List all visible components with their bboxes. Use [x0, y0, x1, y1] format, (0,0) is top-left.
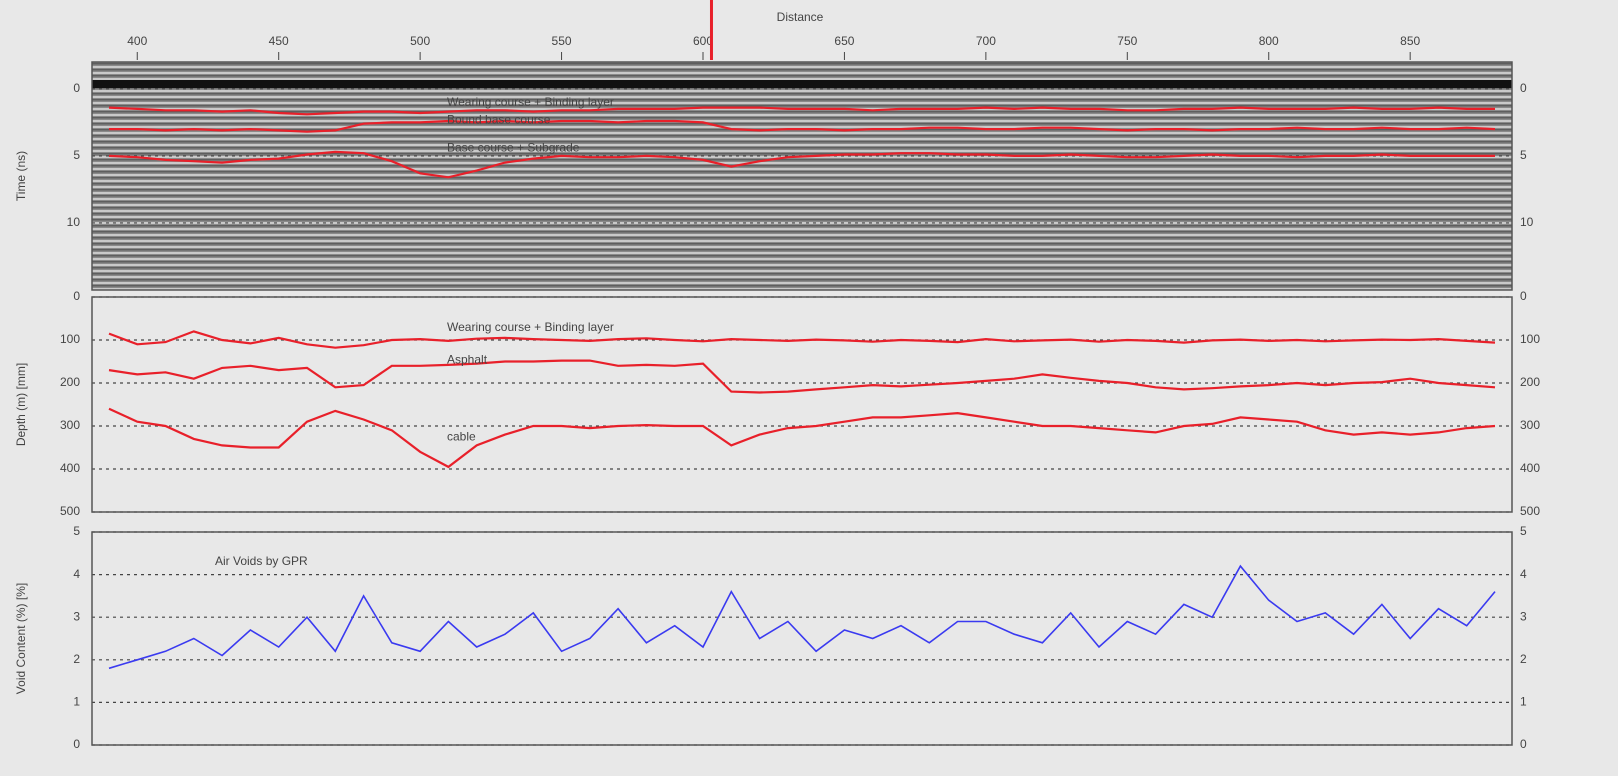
y-tick-label: 400	[60, 461, 80, 475]
y-tick-label-right: 4	[1520, 567, 1527, 581]
x-tick-label: 750	[1117, 34, 1137, 48]
x-tick-label: 800	[1259, 34, 1279, 48]
y-tick-label-right: 100	[1520, 332, 1540, 346]
y-tick-label-right: 1	[1520, 695, 1527, 709]
series-line	[108, 359, 1496, 394]
y-axis-title: Time (ns)	[14, 151, 28, 201]
x-tick-label: 650	[834, 34, 854, 48]
y-tick-label: 300	[60, 418, 80, 432]
y-tick-label: 0	[73, 81, 80, 95]
y-tick-label: 10	[67, 215, 81, 229]
y-tick-label: 5	[73, 148, 80, 162]
y-tick-label-right: 10	[1520, 215, 1534, 229]
y-tick-label-right: 400	[1520, 461, 1540, 475]
y-tick-label: 0	[73, 737, 80, 751]
y-tick-label: 500	[60, 504, 80, 518]
y-axis-title: Void Content (%) [%]	[14, 583, 28, 694]
y-tick-label-right: 2	[1520, 652, 1527, 666]
y-tick-label: 200	[60, 375, 80, 389]
y-tick-label: 4	[73, 567, 80, 581]
panel-frame	[91, 296, 1513, 513]
x-tick-label: 450	[269, 34, 289, 48]
y-tick-label: 3	[73, 609, 80, 623]
y-tick-label: 100	[60, 332, 80, 346]
y-tick-label: 2	[73, 652, 80, 666]
series-line	[108, 564, 1496, 670]
y-tick-label-right: 200	[1520, 375, 1540, 389]
series-line	[109, 119, 1496, 133]
series-label: Wearing course + Binding layer	[447, 95, 614, 109]
x-axis-title: Distance	[777, 10, 824, 24]
series-label: Wearing course + Binding layer	[447, 320, 614, 334]
y-tick-label-right: 3	[1520, 609, 1527, 623]
series-line	[108, 330, 1496, 349]
series-line	[108, 407, 1496, 469]
series-label: Base course + Subgrade	[447, 141, 580, 155]
panel-frame	[91, 531, 1513, 746]
y-tick-label: 0	[73, 289, 80, 303]
y-axis-title: Depth (m) [mm]	[14, 363, 28, 446]
y-tick-label: 1	[73, 695, 80, 709]
y-tick-label-right: 500	[1520, 504, 1540, 518]
x-tick-label: 700	[976, 34, 996, 48]
y-tick-label-right: 0	[1520, 289, 1527, 303]
series-label: cable	[447, 430, 476, 444]
series-line	[108, 150, 1495, 179]
x-tick-label: 850	[1400, 34, 1420, 48]
panel-frame	[91, 61, 1513, 291]
y-tick-label-right: 0	[1520, 737, 1527, 751]
series-label: Bound base course	[447, 113, 551, 127]
y-tick-label: 5	[73, 524, 80, 538]
x-tick-label: 550	[552, 34, 572, 48]
series-line	[108, 106, 1495, 116]
x-tick-label: 600	[693, 34, 713, 48]
radargram	[92, 62, 1512, 290]
series-label: Asphalt	[447, 352, 488, 366]
panel-title: Air Voids by GPR	[215, 554, 308, 568]
x-tick-label: 400	[127, 34, 147, 48]
y-tick-label-right: 0	[1520, 81, 1527, 95]
y-tick-label-right: 5	[1520, 148, 1527, 162]
y-tick-label-right: 300	[1520, 418, 1540, 432]
x-tick-label: 500	[410, 34, 430, 48]
y-tick-label-right: 5	[1520, 524, 1527, 538]
direct-wave	[92, 80, 1512, 88]
